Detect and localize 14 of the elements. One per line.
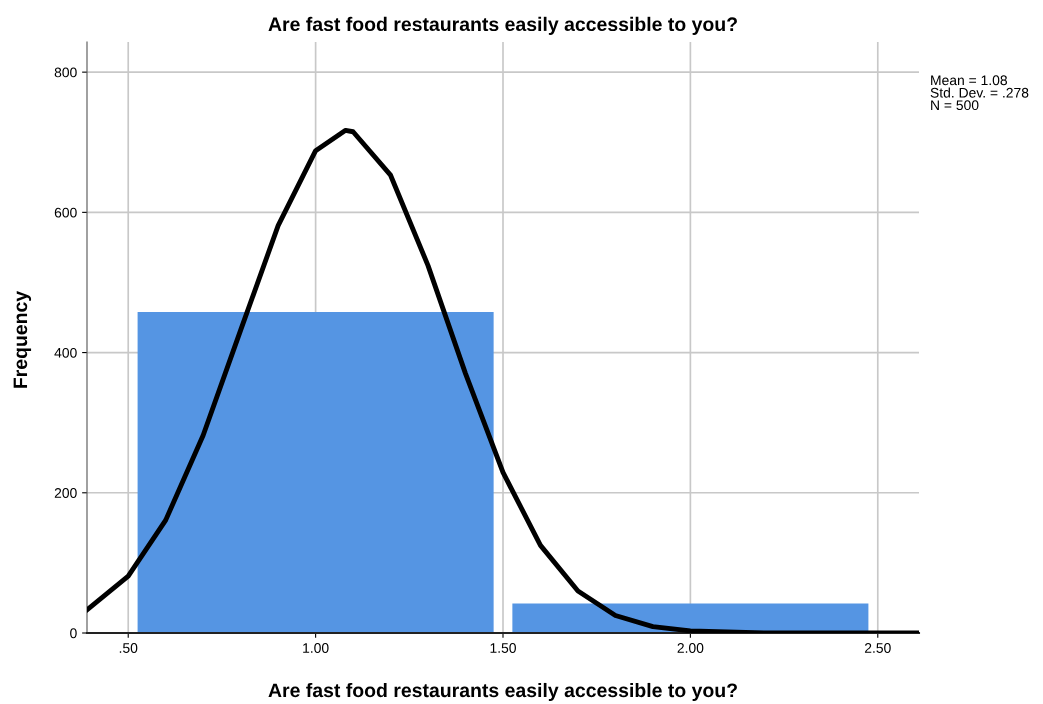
y-tick-label: 200	[54, 488, 77, 498]
chart-title: Are fast food restaurants easily accessible to you?	[268, 16, 737, 35]
y-tick-label: 800	[54, 67, 77, 78]
x-tick-label: 2.50	[864, 643, 891, 653]
x-tick-label: 2.00	[677, 643, 704, 653]
x-tick-label: 1.50	[490, 643, 516, 653]
x-tick-label: 1.00	[303, 643, 329, 653]
x-tick-label: .50	[119, 643, 138, 653]
x-axis-title: Are fast food restaurants easily accessible to you?	[268, 682, 737, 702]
y-tick-label: 0	[70, 628, 77, 639]
y-axis-title: Frequency	[13, 290, 32, 388]
text: Mean = 1.08 Std. Dev. = .278 N = 500	[930, 75, 1029, 111]
y-tick-label: 400	[54, 347, 77, 358]
y-tick-label: 600	[54, 207, 77, 218]
